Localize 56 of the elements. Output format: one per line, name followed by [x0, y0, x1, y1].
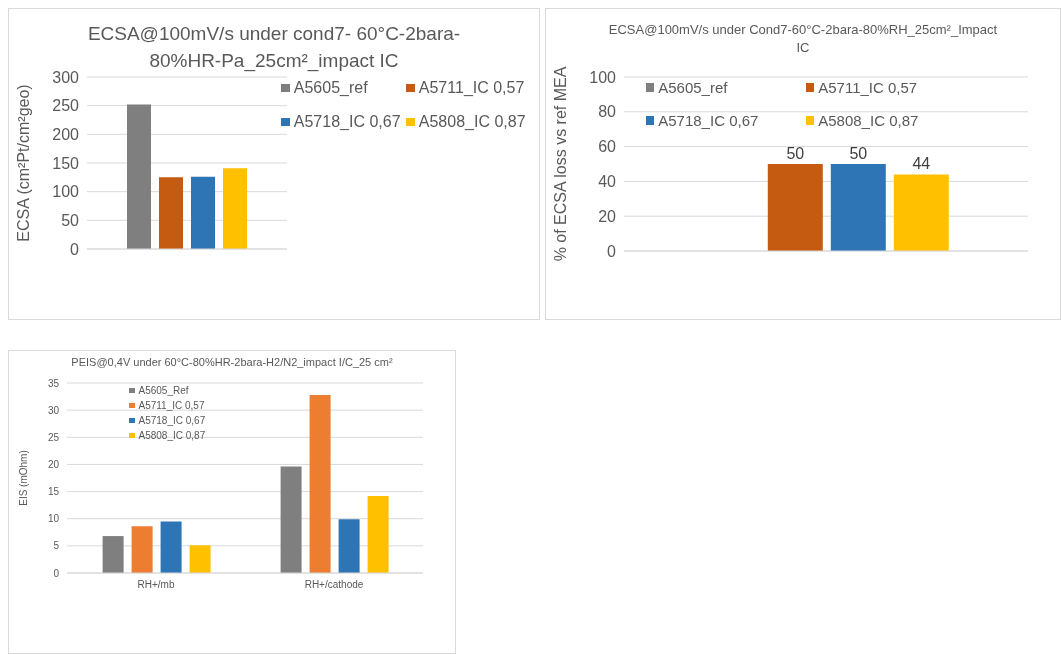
y-tick-label: 5	[53, 540, 60, 552]
x-tick-label: RH+/cathode	[304, 579, 364, 591]
y-tick-label: 80	[598, 103, 617, 121]
y-tick-label: 0	[70, 240, 80, 258]
legend-label: A5808_IC 0,87	[138, 430, 206, 441]
y-tick-label: 20	[47, 458, 60, 470]
chart-title: ECSA@100mV/s under Cond7-60°C-2bara-80%RH_25cm²_Impact IC	[607, 21, 999, 58]
legend-label: A5718_IC 0,67	[138, 415, 206, 426]
x-tick-label: RH+/mb	[137, 579, 175, 591]
legend-label: A5711_IC 0,57	[138, 400, 205, 411]
data-label: 50	[786, 145, 805, 162]
bar	[127, 104, 151, 249]
legend-label: A5711_IC 0,57	[818, 79, 918, 96]
y-tick-label: 30	[47, 404, 60, 416]
y-tick-label: 250	[52, 97, 80, 115]
y-tick-label: 60	[598, 138, 617, 156]
bar	[280, 466, 302, 573]
chart-title: ECSA@100mV/s under cond7- 60°C-2bara-80%HR-Pa_25cm²_impact IC	[87, 23, 461, 71]
legend-label: A5605_ref	[293, 79, 368, 97]
y-tick-label: 150	[52, 154, 80, 172]
bar	[131, 526, 153, 573]
y-tick-label: 25	[47, 431, 60, 443]
chart-title: PEIS@0,4V under 60°C-80%HR-2bara-H2/N2_impact I/C_25 cm²	[70, 355, 394, 370]
legend-label: A5808_IC 0,87	[818, 112, 919, 129]
legend-label: A5605_ref	[658, 79, 728, 96]
y-tick-label: 15	[47, 486, 60, 498]
data-label: 50	[849, 145, 868, 162]
y-tick-label: 20	[598, 207, 617, 225]
y-tick-label: 0	[607, 242, 617, 260]
bar	[189, 545, 211, 573]
bar	[309, 394, 331, 573]
bar	[102, 536, 124, 573]
legend-label: A5605_Ref	[138, 385, 189, 396]
data-label: 44	[912, 155, 931, 173]
y-tick-label: 40	[598, 173, 617, 191]
legend-label: A5711_IC 0,57	[418, 79, 525, 97]
bar	[223, 168, 247, 249]
y-tick-label: 100	[589, 68, 617, 86]
bar	[160, 521, 182, 573]
y-tick-label: 0	[53, 567, 60, 579]
y-tick-label: 10	[47, 513, 60, 525]
y-axis-title: % of ECSA loss vs ref MEA	[551, 66, 569, 262]
bar	[367, 495, 389, 573]
y-tick-label: 100	[52, 183, 80, 201]
legend-label: A5808_IC 0,87	[418, 113, 526, 131]
bar	[191, 176, 215, 249]
y-tick-label: 50	[61, 212, 80, 230]
bar	[338, 519, 360, 573]
bar	[159, 177, 183, 249]
y-tick-label: 200	[52, 126, 80, 144]
y-axis-title: EIS (mOhm)	[17, 450, 29, 506]
legend-label: A5718_IC 0,67	[658, 112, 759, 129]
legend-label: A5718_IC 0,67	[293, 113, 401, 131]
y-tick-label: 35	[47, 377, 60, 389]
y-axis-title: ECSA (cm²Pt/cm²geo)	[14, 84, 32, 242]
y-tick-label: 300	[52, 68, 80, 86]
